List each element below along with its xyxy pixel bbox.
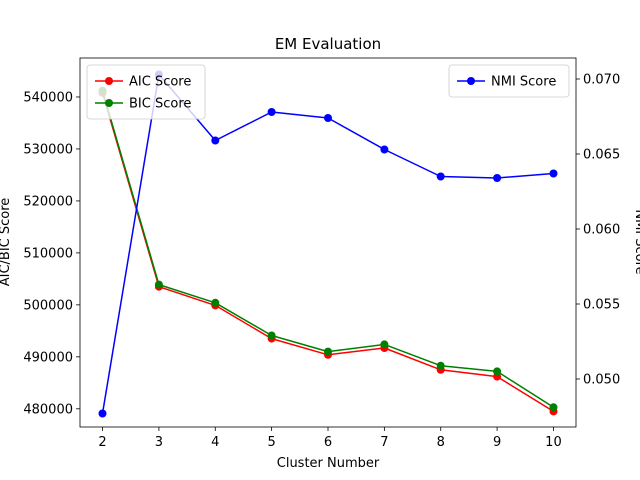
y-left-tick-label: 540000 xyxy=(23,90,73,105)
legend-swatch-marker xyxy=(105,99,113,107)
bic-series-point xyxy=(211,298,220,307)
legend-left: AIC Score BIC Score xyxy=(86,64,206,120)
legend-swatch-marker xyxy=(467,77,475,85)
y-left-tick-label: 490000 xyxy=(23,350,73,365)
bic-series-point xyxy=(267,331,276,340)
bic-series-point xyxy=(549,403,558,412)
legend-right: NMI Score xyxy=(448,64,570,98)
y-right-tick-label: 0.070 xyxy=(583,73,620,88)
legend-label: NMI Score xyxy=(491,75,556,90)
nmi-series-line xyxy=(101,73,554,414)
x-tick-label: 6 xyxy=(324,435,332,450)
x-tick-label: 7 xyxy=(380,435,388,450)
nmi-series-point xyxy=(549,169,558,178)
legend-swatch-marker xyxy=(105,77,113,85)
nmi-series-point xyxy=(380,145,389,154)
nmi-series-point xyxy=(436,172,445,181)
plot-area xyxy=(98,70,558,418)
bic-series-line xyxy=(101,90,554,408)
legends: AIC Score BIC Score NMI Score xyxy=(86,64,570,120)
y-right-tick-label: 0.055 xyxy=(583,298,620,313)
y-left-tick-label: 480000 xyxy=(23,402,73,417)
nmi-series-point xyxy=(98,409,107,418)
legend-label: BIC Score xyxy=(129,97,191,112)
y-left-tick-label: 500000 xyxy=(23,298,73,313)
bic-series-point xyxy=(436,361,445,370)
y-right-tick-label: 0.050 xyxy=(583,373,620,388)
aic-series-line xyxy=(101,92,554,413)
nmi-series-point xyxy=(324,114,332,122)
x-tick-label: 3 xyxy=(155,435,163,450)
y-right-tick-label: 0.065 xyxy=(583,148,620,163)
axes: 2 3 4 5 6 7 8 9 10 480000 490000 500000 510000 520000… xyxy=(23,57,620,450)
bic-series-point xyxy=(324,347,332,356)
legend-left-box xyxy=(86,64,206,120)
nmi-series-point xyxy=(211,136,220,145)
x-tick-label: 2 xyxy=(98,435,106,450)
y-axis-label-right: NMI Score xyxy=(632,209,640,274)
bic-series-point xyxy=(493,367,502,376)
chart-title: EM Evaluation xyxy=(275,35,381,53)
y-axis-label-left: AIC/BIC Score xyxy=(0,198,13,287)
bic-series-point xyxy=(154,280,163,289)
legend-right-box xyxy=(448,64,570,98)
x-tick-label: 4 xyxy=(211,435,219,450)
y-left-tick-label: 510000 xyxy=(23,246,73,261)
x-tick-label: 8 xyxy=(437,435,445,450)
y-left-tick-label: 530000 xyxy=(23,142,73,157)
x-tick-label: 9 xyxy=(493,435,501,450)
legend-label: AIC Score xyxy=(129,75,191,90)
nmi-series-point xyxy=(493,174,502,182)
x-tick-label: 5 xyxy=(267,435,275,450)
bic-series-point xyxy=(380,340,389,349)
x-axis-label: Cluster Number xyxy=(277,456,380,471)
x-tick-label: 10 xyxy=(545,435,562,450)
y-left-tick-label: 520000 xyxy=(23,194,73,209)
y-right-tick-label: 0.060 xyxy=(583,223,620,238)
nmi-series-point xyxy=(267,108,276,116)
